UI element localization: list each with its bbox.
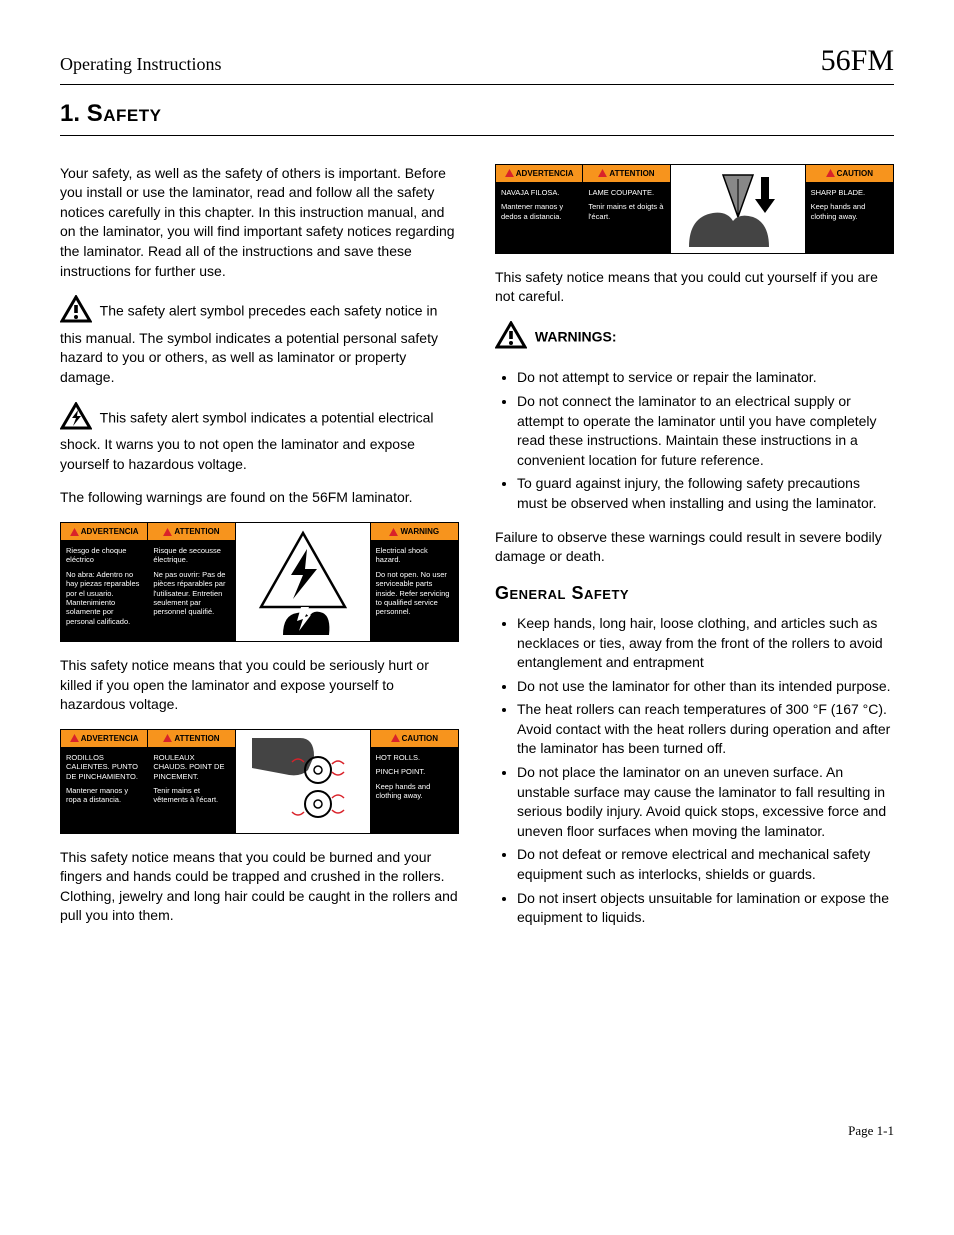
box2-en-body: HOT ROLLS. PINCH POINT. Keep hands and c… bbox=[371, 748, 458, 833]
box2-after-text: This safety notice means that you could … bbox=[60, 848, 459, 926]
general-item: Do not use the laminator for other than … bbox=[517, 677, 894, 697]
general-safety-list: Keep hands, long hair, loose clothing, a… bbox=[495, 614, 894, 928]
page-number: Page 1-1 bbox=[60, 1122, 894, 1140]
section-name: Safety bbox=[87, 100, 162, 127]
left-column: Your safety, as well as the safety of ot… bbox=[60, 164, 459, 942]
general-item: Do not defeat or remove electrical and m… bbox=[517, 845, 894, 884]
box2-pictogram bbox=[236, 730, 371, 833]
general-item: Do not insert objects unsuitable for lam… bbox=[517, 889, 894, 928]
box3-es-body: NAVAJA FILOSA. Mantener manos y dedos a … bbox=[496, 183, 582, 253]
box1-en-body: Electrical shock hazard. Do not open. No… bbox=[371, 541, 458, 641]
box3-pictogram bbox=[671, 165, 806, 253]
box3-en-body: SHARP BLADE. Keep hands and clothing awa… bbox=[806, 183, 893, 253]
warning-item: To guard against injury, the following s… bbox=[517, 474, 894, 513]
general-safety-heading: General Safety bbox=[495, 581, 894, 606]
section-number: 1. bbox=[60, 100, 80, 127]
warning-box-hotrolls: ADVERTENCIA RODILLOS CALIENTES. PUNTO DE… bbox=[60, 729, 459, 834]
alert1-text: The safety alert symbol precedes each sa… bbox=[60, 303, 438, 385]
content-columns: Your safety, as well as the safety of ot… bbox=[60, 164, 894, 942]
box2-es-body: RODILLOS CALIENTES. PUNTO DE PINCHAMIENT… bbox=[61, 748, 147, 833]
box1-after-text: This safety notice means that you could … bbox=[60, 656, 459, 715]
box1-en-head: WARNING bbox=[371, 523, 458, 541]
box1-es-head: ADVERTENCIA bbox=[61, 523, 147, 541]
alert-triangle-icon bbox=[60, 295, 92, 329]
box3-fr-body: LAME COUPANTE. Tenir mains et doigts à l… bbox=[583, 183, 669, 253]
alert2-paragraph: This safety alert symbol indicates a pot… bbox=[60, 402, 459, 475]
box2-fr-body: ROULEAUX CHAUDS. POINT DE PINCEMENT. Ten… bbox=[148, 748, 234, 833]
box3-es-head: ADVERTENCIA bbox=[496, 165, 582, 183]
box2-es-head: ADVERTENCIA bbox=[61, 730, 147, 748]
box1-es-body: Riesgo de choque eléctrico No abra: Aden… bbox=[61, 541, 147, 641]
header-model: 56FM bbox=[821, 40, 894, 82]
electric-triangle-icon bbox=[60, 402, 92, 436]
box3-fr-head: ATTENTION bbox=[583, 165, 669, 183]
intro-paragraph: Your safety, as well as the safety of ot… bbox=[60, 164, 459, 282]
box3-en-head: CAUTION bbox=[806, 165, 893, 183]
general-item: Do not place the laminator on an uneven … bbox=[517, 763, 894, 841]
box1-fr-body: Risque de secousse électrique. Ne pas ou… bbox=[148, 541, 234, 641]
general-item: Keep hands, long hair, loose clothing, a… bbox=[517, 614, 894, 673]
box1-pictogram bbox=[236, 523, 371, 641]
alert2-text: This safety alert symbol indicates a pot… bbox=[60, 409, 433, 472]
box2-fr-head: ATTENTION bbox=[148, 730, 234, 748]
header-left: Operating Instructions bbox=[60, 52, 221, 77]
box1-fr-head: ATTENTION bbox=[148, 523, 234, 541]
section-title: 1. Safety bbox=[60, 97, 894, 136]
page-header: Operating Instructions 56FM bbox=[60, 40, 894, 85]
warning-box-blade: ADVERTENCIA NAVAJA FILOSA. Mantener mano… bbox=[495, 164, 894, 254]
warnings-list: Do not attempt to service or repair the … bbox=[495, 368, 894, 513]
warnings-heading: WARNINGS: bbox=[495, 321, 894, 355]
warning-item: Do not attempt to service or repair the … bbox=[517, 368, 894, 388]
right-column: ADVERTENCIA NAVAJA FILOSA. Mantener mano… bbox=[495, 164, 894, 942]
box2-en-head: CAUTION bbox=[371, 730, 458, 748]
alert-triangle-icon bbox=[495, 321, 527, 355]
alert1-paragraph: The safety alert symbol precedes each sa… bbox=[60, 295, 459, 387]
general-item: The heat rollers can reach temperatures … bbox=[517, 700, 894, 759]
warning-box-electrical: ADVERTENCIA Riesgo de choque eléctrico N… bbox=[60, 522, 459, 642]
failure-text: Failure to observe these warnings could … bbox=[495, 528, 894, 567]
box3-after-text: This safety notice means that you could … bbox=[495, 268, 894, 307]
following-text: The following warnings are found on the … bbox=[60, 488, 459, 508]
warnings-label: WARNINGS: bbox=[535, 328, 617, 344]
warning-item: Do not connect the laminator to an elect… bbox=[517, 392, 894, 470]
